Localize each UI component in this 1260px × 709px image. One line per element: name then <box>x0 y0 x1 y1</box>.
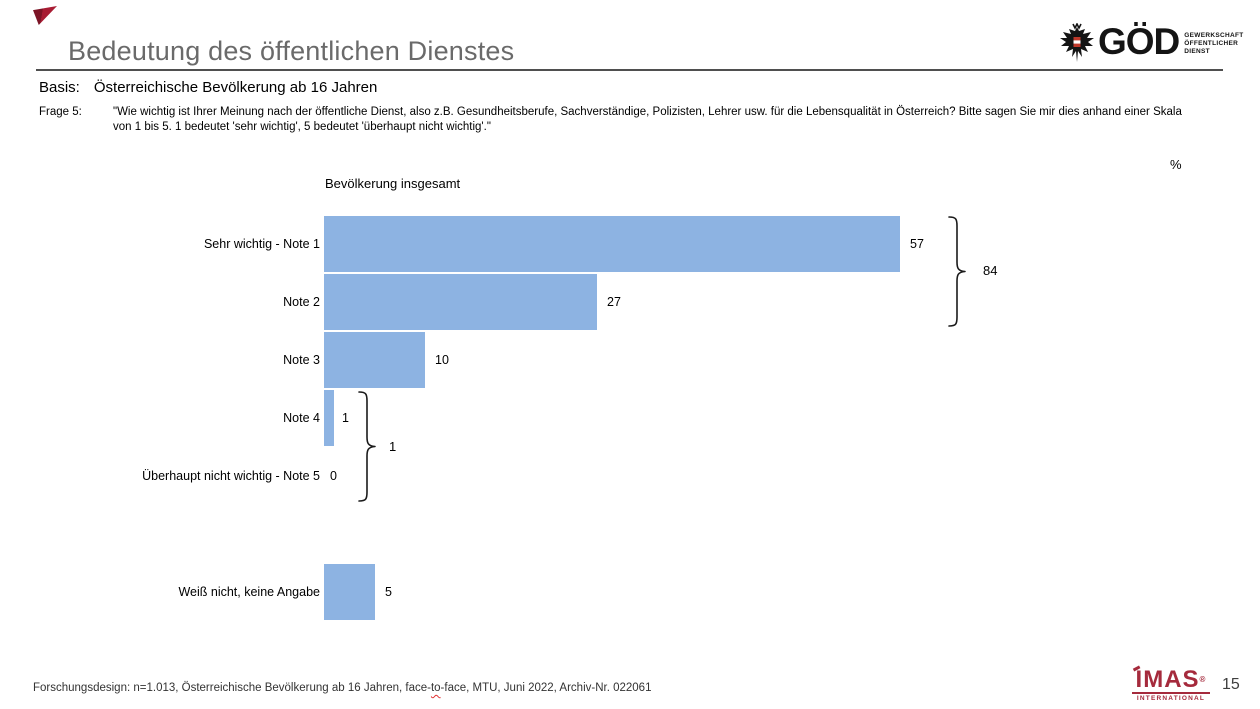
goed-eagle-icon <box>1058 22 1096 68</box>
footer-research-design: Forschungsdesign: n=1.013, Österreichisc… <box>33 682 652 694</box>
goed-logo: GÖD GEWERKSCHAFT ÖFFENTLICHER DIENST <box>1058 21 1244 68</box>
chart-row: Weiß nicht, keine Angabe 5 <box>0 563 1060 621</box>
chart-row: Überhaupt nicht wichtig - Note 5 0 <box>0 447 1060 505</box>
imas-logo: IMAS® INTERNATIONAL <box>1130 665 1212 702</box>
bar-value-label: 5 <box>385 585 392 599</box>
category-label: Überhaupt nicht wichtig - Note 5 <box>142 469 320 483</box>
imas-underline <box>1132 692 1210 694</box>
imas-wordmark: IMAS® <box>1132 665 1207 692</box>
goed-subtitle: GEWERKSCHAFT ÖFFENTLICHER DIENST <box>1184 32 1244 55</box>
goed-acronym: GÖD <box>1098 21 1180 62</box>
chart-row: Note 2 27 <box>0 273 1060 331</box>
category-label: Note 3 <box>283 353 320 367</box>
category-label: Note 4 <box>283 411 320 425</box>
basis-text: Österreichische Bevölkerung ab 16 Jahren <box>93 79 378 96</box>
bar <box>324 216 900 272</box>
page-number: 15 <box>1222 676 1240 693</box>
bar <box>324 390 334 446</box>
header-divider <box>36 69 1223 71</box>
bar-chart: Sehr wichtig - Note 1 57 Note 2 27 Note 3 10 N… <box>0 215 1060 621</box>
bar <box>324 332 425 388</box>
chart-row: Note 3 10 <box>0 331 1060 389</box>
bar-value-label: 10 <box>435 353 449 367</box>
sum-bracket-bottom2 <box>358 391 376 502</box>
bar <box>324 274 597 330</box>
basis-label: Basis: <box>39 79 80 96</box>
basis-line: Basis: Österreichische Bevölkerung ab 16… <box>39 79 377 96</box>
bar-value-label: 57 <box>910 237 924 251</box>
sum-label-bottom2: 1 <box>389 439 397 454</box>
chart-row: Sehr wichtig - Note 1 57 <box>0 215 1060 273</box>
page-title: Bedeutung des öffentlichen Dienstes <box>68 36 515 66</box>
question-label: Frage 5: <box>39 106 82 118</box>
red-flag-icon <box>33 6 57 25</box>
category-label: Sehr wichtig - Note 1 <box>203 237 320 251</box>
bar-value-label: 1 <box>342 411 349 425</box>
chart-title: Bevölkerung insgesamt <box>325 176 461 191</box>
registered-mark-icon: ® <box>1199 675 1207 684</box>
bar <box>324 564 375 620</box>
sum-label-top2: 84 <box>983 263 998 278</box>
question-text: "Wie wichtig ist Ihrer Meinung nach der … <box>113 106 1182 133</box>
chart-row: Note 4 1 <box>0 389 1060 447</box>
category-label: Weiß nicht, keine Angabe <box>178 585 320 599</box>
sum-bracket-top2 <box>948 216 966 327</box>
category-label: Note 2 <box>283 295 320 309</box>
spellcheck-squiggle: to <box>430 682 441 694</box>
bar-value-label: 0 <box>330 469 337 483</box>
imas-subtitle: INTERNATIONAL <box>1136 695 1206 702</box>
bar-value-label: 27 <box>607 295 621 309</box>
percent-unit-label: % <box>1170 157 1182 172</box>
